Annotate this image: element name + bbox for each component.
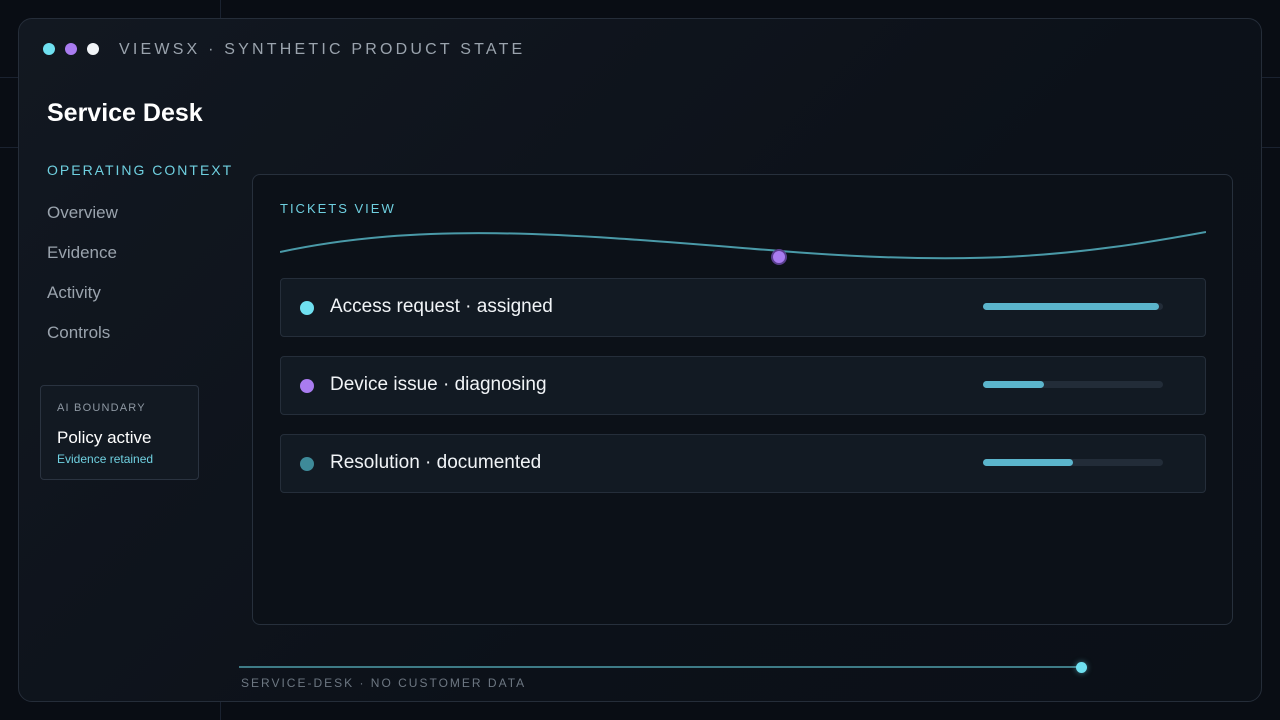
sidebar-item-overview[interactable]: Overview (47, 203, 118, 222)
ticket-progress-fill (983, 303, 1160, 310)
timeline-line (239, 666, 1082, 668)
app-window: VIEWSX · SYNTHETIC PRODUCT STATE Service… (18, 18, 1262, 702)
ai-boundary-label: AI BOUNDARY (57, 402, 146, 414)
ticket-progress-track (983, 303, 1163, 310)
panel-label: TICKETS VIEW (280, 201, 396, 216)
ticket-label: Device issue · diagnosing (330, 374, 547, 395)
ticket-status-dot (300, 379, 314, 393)
ai-boundary-status: Policy active (57, 428, 152, 447)
sidebar-section-label: OPERATING CONTEXT (47, 162, 234, 178)
timeline-handle[interactable] (1076, 662, 1087, 673)
page-title: Service Desk (47, 99, 203, 127)
ai-boundary-card: AI BOUNDARY Policy active Evidence retai… (40, 385, 199, 480)
ticket-row[interactable]: Access request · assigned (280, 278, 1206, 337)
ticket-status-dot (300, 457, 314, 471)
footer-text: SERVICE-DESK · NO CUSTOMER DATA (241, 676, 527, 690)
ticket-progress-fill (983, 381, 1045, 388)
window-controls (43, 43, 99, 55)
ticket-label: Access request · assigned (330, 296, 553, 317)
sidebar-item-evidence[interactable]: Evidence (47, 243, 117, 262)
ticket-label: Resolution · documented (330, 452, 542, 473)
wave-line (280, 231, 1206, 260)
ai-boundary-detail: Evidence retained (57, 452, 154, 466)
window-dot-purple[interactable] (65, 43, 77, 55)
window-title: VIEWSX · SYNTHETIC PRODUCT STATE (119, 41, 526, 58)
wave-marker[interactable] (771, 249, 787, 265)
ticket-row[interactable]: Resolution · documented (280, 434, 1206, 493)
window-dot-white[interactable] (87, 43, 99, 55)
ticket-status-dot (300, 301, 314, 315)
sidebar-item-activity[interactable]: Activity (47, 283, 101, 302)
tickets-panel: TICKETS VIEW Access request · assigned D… (252, 174, 1233, 625)
ticket-row[interactable]: Device issue · diagnosing (280, 356, 1206, 415)
ticket-progress-fill (983, 459, 1073, 466)
sidebar-nav: Overview Evidence Activity Controls (47, 202, 118, 362)
ticket-progress-track (983, 381, 1163, 388)
activity-wave (280, 231, 1206, 265)
window-dot-cyan[interactable] (43, 43, 55, 55)
ticket-progress-track (983, 459, 1163, 466)
sidebar-item-controls[interactable]: Controls (47, 323, 111, 342)
